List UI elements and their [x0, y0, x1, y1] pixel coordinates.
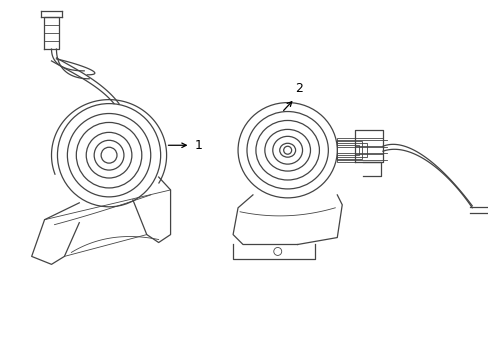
Bar	[337, 145, 359, 155]
Text: 1: 1	[195, 139, 202, 152]
Bar	[337, 141, 362, 159]
Text: 2: 2	[295, 82, 303, 95]
Bar	[337, 143, 367, 157]
Bar	[337, 138, 355, 162]
